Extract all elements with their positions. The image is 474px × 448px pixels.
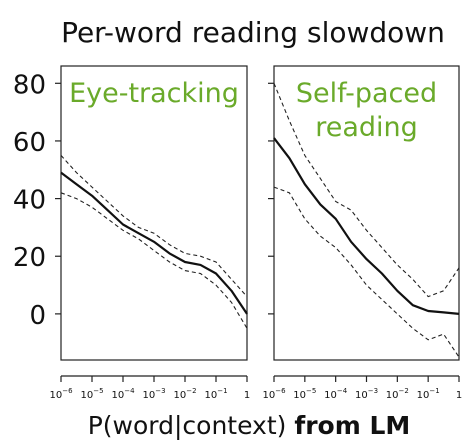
x-tick-label: 10−3 xyxy=(142,387,165,401)
upper-confidence-line xyxy=(273,83,460,298)
x-tick-label: 10−2 xyxy=(173,387,196,401)
x-axis-2: 10−6 10−5 10−4 10−3 10−2 10−1 1 xyxy=(262,375,462,401)
panel-frame xyxy=(273,65,460,361)
x-tick-label: 10−3 xyxy=(355,387,378,401)
x-axis-label-bold: from LM xyxy=(294,411,410,440)
x-axis-label: P(word|context) from LM xyxy=(88,411,411,440)
mean-line xyxy=(60,171,248,315)
x-tick-label: 10−4 xyxy=(324,387,348,401)
panel-frame xyxy=(60,65,248,361)
mean-line xyxy=(273,137,460,315)
panel-1: Eye-tracking xyxy=(55,65,248,361)
x-axis-1: 10−6 10−5 10−4 10−3 10−2 10−1 1 xyxy=(49,375,250,401)
x-tick-label: 10−1 xyxy=(417,387,440,401)
y-axis: 80 60 40 20 0 xyxy=(13,70,46,331)
panel-2: Self-paced reading xyxy=(268,65,460,361)
x-tick-label: 10−5 xyxy=(80,387,103,401)
chart-panels: Eye-tracking Self-paced reading xyxy=(55,65,460,361)
x-tick-label: 1 xyxy=(244,390,250,401)
chart-title: Per-word reading slowdown xyxy=(61,16,445,49)
y-tick-label: 20 xyxy=(13,243,46,273)
panel-label: Self-paced reading xyxy=(296,78,437,143)
x-tick-label: 10−4 xyxy=(111,387,135,401)
x-tick-label: 10−1 xyxy=(204,387,227,401)
upper-confidence-line xyxy=(60,155,248,297)
panel-label: Eye-tracking xyxy=(69,78,239,109)
y-tick-label: 0 xyxy=(29,301,46,331)
y-tick-label: 80 xyxy=(13,70,46,100)
lower-confidence-line xyxy=(273,186,460,358)
x-tick-label: 1 xyxy=(456,390,462,401)
x-tick-label: 10−2 xyxy=(386,387,409,401)
x-axes: 10−6 10−5 10−4 10−3 10−2 10−1 1 10−6 10−5 10−4 10−… xyxy=(49,375,462,401)
x-tick-label: 10−6 xyxy=(49,387,73,401)
y-tick-label: 40 xyxy=(13,186,46,216)
lower-confidence-line xyxy=(60,192,248,329)
x-tick-label: 10−5 xyxy=(293,387,316,401)
x-axis-label-prefix: P(word|context) xyxy=(88,411,295,440)
x-tick-label: 10−6 xyxy=(262,387,286,401)
y-tick-label: 60 xyxy=(13,128,46,158)
